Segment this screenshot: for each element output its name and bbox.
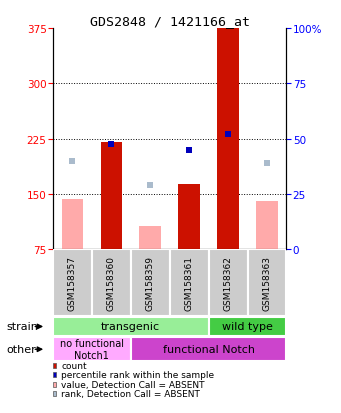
Bar xyxy=(209,250,248,316)
Text: GSM158357: GSM158357 xyxy=(68,255,77,310)
Bar xyxy=(209,317,286,337)
Bar xyxy=(62,200,83,250)
Text: GSM158360: GSM158360 xyxy=(107,255,116,310)
Text: transgenic: transgenic xyxy=(101,322,160,332)
Bar xyxy=(53,317,209,337)
Bar xyxy=(139,226,161,250)
Text: GSM158359: GSM158359 xyxy=(146,255,155,310)
Text: other: other xyxy=(7,344,36,354)
Text: GSM158361: GSM158361 xyxy=(184,255,194,310)
Text: GSM158362: GSM158362 xyxy=(224,255,233,310)
Text: GSM158363: GSM158363 xyxy=(263,255,271,310)
Text: no functional
Notch1: no functional Notch1 xyxy=(60,339,124,360)
Bar xyxy=(131,250,169,316)
Text: functional Notch: functional Notch xyxy=(163,344,255,354)
Bar xyxy=(248,250,286,316)
Bar xyxy=(131,337,286,361)
Bar xyxy=(256,202,278,250)
Text: strain: strain xyxy=(7,322,39,332)
Text: count: count xyxy=(61,361,87,370)
Bar xyxy=(169,250,209,316)
Text: wild type: wild type xyxy=(222,322,273,332)
Bar xyxy=(53,337,131,361)
Text: value, Detection Call = ABSENT: value, Detection Call = ABSENT xyxy=(61,380,205,389)
Text: percentile rank within the sample: percentile rank within the sample xyxy=(61,370,214,380)
Bar xyxy=(92,250,131,316)
Bar xyxy=(178,185,200,250)
Text: rank, Detection Call = ABSENT: rank, Detection Call = ABSENT xyxy=(61,389,200,399)
Title: GDS2848 / 1421166_at: GDS2848 / 1421166_at xyxy=(90,15,250,28)
Bar xyxy=(53,250,92,316)
Bar xyxy=(217,29,239,250)
Bar xyxy=(101,143,122,250)
